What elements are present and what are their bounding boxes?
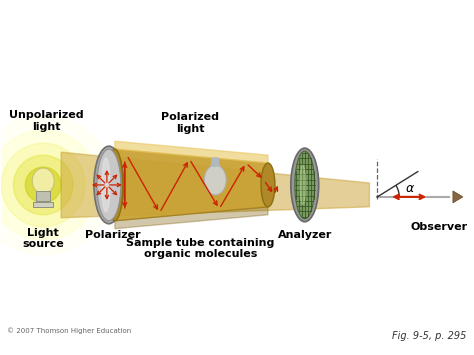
Text: © 2007 Thomson Higher Education: © 2007 Thomson Higher Education — [8, 327, 132, 334]
Text: Polarizer: Polarizer — [85, 230, 141, 240]
FancyBboxPatch shape — [36, 191, 50, 201]
Text: Fig. 9-5, p. 295: Fig. 9-5, p. 295 — [392, 331, 467, 341]
Text: Light
source: Light source — [22, 228, 64, 249]
Text: Unpolarized
light: Unpolarized light — [9, 110, 83, 132]
Ellipse shape — [32, 168, 54, 194]
Text: Analyzer: Analyzer — [278, 230, 332, 240]
Polygon shape — [115, 141, 268, 163]
Circle shape — [13, 155, 73, 215]
Circle shape — [1, 143, 85, 227]
Polygon shape — [115, 207, 268, 229]
Ellipse shape — [300, 165, 306, 204]
Text: Sample tube containing
organic molecules: Sample tube containing organic molecules — [126, 237, 274, 259]
Ellipse shape — [94, 146, 124, 224]
Ellipse shape — [204, 165, 226, 195]
Polygon shape — [61, 152, 369, 218]
Polygon shape — [211, 158, 219, 166]
Ellipse shape — [102, 158, 110, 212]
Ellipse shape — [261, 163, 275, 207]
Ellipse shape — [97, 149, 121, 221]
Text: Observer: Observer — [410, 222, 467, 232]
Circle shape — [0, 115, 113, 255]
Text: Polarized
light: Polarized light — [162, 113, 219, 134]
Ellipse shape — [107, 149, 123, 221]
FancyBboxPatch shape — [33, 202, 53, 207]
Circle shape — [25, 167, 61, 203]
Polygon shape — [115, 149, 268, 221]
Ellipse shape — [295, 151, 315, 219]
Ellipse shape — [291, 148, 319, 222]
Polygon shape — [453, 191, 463, 203]
Text: α: α — [405, 182, 413, 195]
Circle shape — [0, 130, 98, 240]
